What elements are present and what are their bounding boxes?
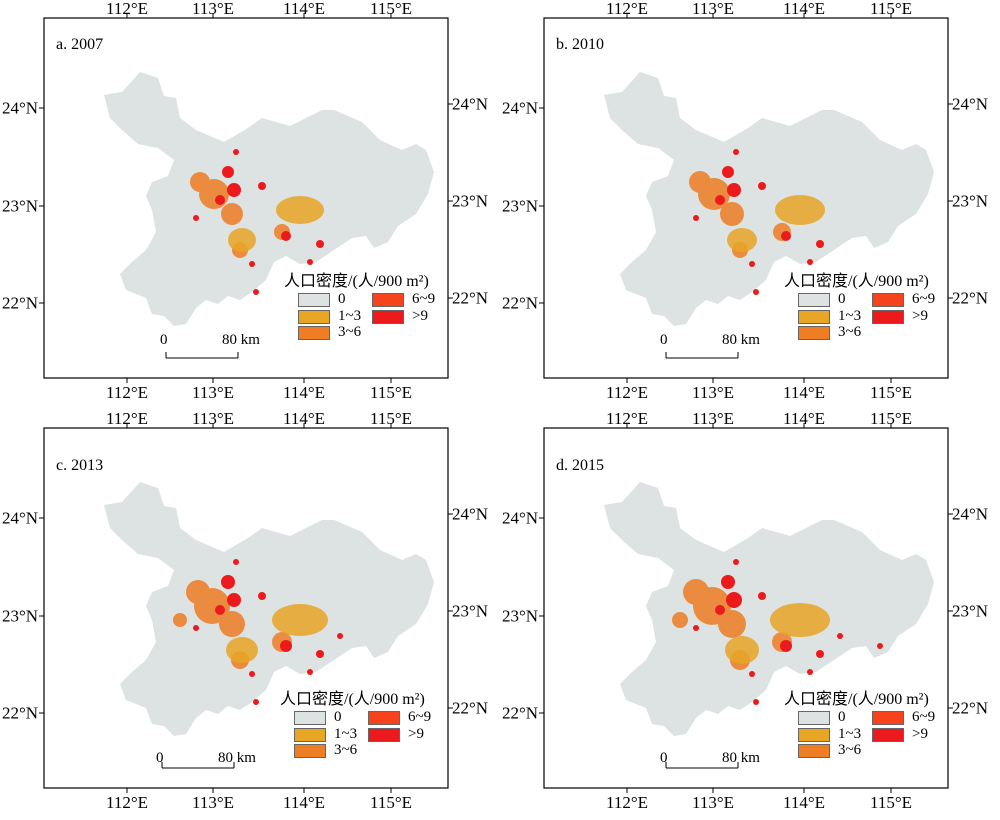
lat-label-right: 22°N (952, 698, 989, 718)
map-panel-a: 112°E 113°E 114°E 115°E 112°E 113°E 114°… (0, 0, 500, 410)
lon-label-top: 114°E (782, 409, 826, 428)
lon-label-top: 114°E (282, 409, 326, 428)
panel-label: d. 2015 (556, 457, 604, 474)
lon-label-top: 112°E (605, 409, 649, 428)
land-region (604, 482, 934, 736)
scale-bar-start: 0 (660, 332, 668, 348)
density-red (193, 149, 324, 295)
lat-label-left: 24°N (502, 508, 539, 528)
lon-label-bottom: 112°E (605, 793, 649, 812)
density-yellow (226, 604, 328, 663)
scale-bar-start: 0 (160, 332, 168, 348)
lat-label-right: 23°N (452, 601, 489, 621)
lon-label-bottom: 115°E (369, 793, 413, 812)
lon-label-bottom: 113°E (191, 793, 235, 812)
panel-label: a. 2007 (56, 36, 104, 53)
lon-label-top: 113°E (691, 409, 735, 428)
legend-title: 人口密度/(人/900 m²) (784, 691, 929, 708)
lat-label-left: 22°N (502, 703, 539, 723)
lat-label-right: 24°N (952, 504, 989, 524)
lat-label-left: 23°N (502, 606, 539, 626)
density-yellow (727, 195, 825, 252)
lat-label-right: 22°N (452, 698, 489, 718)
lat-label-right: 24°N (452, 504, 489, 524)
legend-title: 人口密度/(人/900 m²) (280, 691, 425, 708)
lon-label-top: 115°E (369, 0, 413, 18)
density-yellow (725, 603, 830, 664)
lon-label-top: 115°E (869, 0, 913, 18)
panel-label: c. 2013 (56, 457, 104, 474)
lon-label-top: 112°E (105, 409, 149, 428)
lat-label-left: 24°N (2, 98, 39, 118)
panel-label: b. 2010 (556, 36, 604, 53)
bottom-ticks (126, 378, 392, 383)
lon-label-top: 114°E (282, 0, 326, 18)
lon-label-top: 113°E (191, 409, 235, 428)
lon-label-top: 115°E (869, 409, 913, 428)
lon-label-bottom: 113°E (691, 383, 735, 402)
lon-label-top: 115°E (369, 409, 413, 428)
lat-label-left: 22°N (2, 293, 39, 313)
lon-label-bottom: 114°E (282, 793, 326, 812)
lon-label-top: 112°E (105, 0, 149, 18)
lat-label-right: 23°N (952, 601, 989, 621)
lon-label-bottom: 113°E (691, 793, 735, 812)
lon-label-bottom: 115°E (369, 383, 413, 402)
scale-bar-start: 0 (660, 750, 668, 766)
map-canvas (539, 13, 953, 383)
top-ticks (126, 13, 392, 18)
lon-label-top: 112°E (605, 0, 649, 18)
lon-label-bottom: 112°E (605, 383, 649, 402)
scale-bar-end: 80 km (218, 750, 256, 766)
map-panel-d: 112°E 113°E 114°E 115°E 112°E 113°E 114°… (500, 410, 1000, 820)
lon-label-bottom: 115°E (869, 383, 913, 402)
lat-label-left: 23°N (2, 196, 39, 216)
lat-label-left: 23°N (502, 196, 539, 216)
lat-label-right: 22°N (452, 288, 489, 308)
left-ticks (39, 107, 44, 304)
legend-title: 人口密度/(人/900 m²) (284, 273, 429, 290)
lon-label-bottom: 114°E (782, 793, 826, 812)
lat-label-left: 22°N (502, 293, 539, 313)
lat-label-left: 24°N (2, 508, 39, 528)
lon-label-bottom: 114°E (282, 383, 326, 402)
map-panel-c: 112°E 113°E 114°E 115°E 112°E 113°E 114°… (0, 410, 500, 820)
lat-label-right: 23°N (952, 191, 989, 211)
scale-bar-end: 80 km (222, 332, 260, 348)
lon-label-bottom: 113°E (191, 383, 235, 402)
scale-bar-end: 80 km (722, 332, 760, 348)
lat-label-left: 24°N (502, 98, 539, 118)
map-canvas (39, 13, 453, 383)
scale-bar-start: 0 (156, 750, 164, 766)
lat-label-left: 23°N (2, 606, 39, 626)
lat-label-right: 22°N (952, 288, 989, 308)
lat-label-right: 23°N (452, 191, 489, 211)
lon-label-bottom: 115°E (869, 793, 913, 812)
scale-bar-end: 80 km (722, 750, 760, 766)
lat-label-right: 24°N (452, 94, 489, 114)
lon-label-bottom: 112°E (105, 383, 149, 402)
density-yellow (228, 196, 324, 252)
lon-label-top: 113°E (691, 0, 735, 18)
lat-label-right: 24°N (952, 94, 989, 114)
map-canvas (39, 423, 453, 793)
map-canvas (539, 423, 953, 793)
density-red (193, 559, 343, 705)
density-red (693, 149, 824, 295)
map-panel-b: 112°E 113°E 114°E 115°E 112°E 113°E 114°… (500, 0, 1000, 410)
land-region (104, 72, 434, 326)
lat-label-left: 22°N (2, 703, 39, 723)
lon-label-top: 114°E (782, 0, 826, 18)
density-orange (689, 171, 791, 258)
lon-label-bottom: 112°E (105, 793, 149, 812)
density-red (693, 559, 883, 705)
land-region (604, 72, 934, 326)
lon-label-bottom: 114°E (782, 383, 826, 402)
legend-title: 人口密度/(人/900 m²) (784, 273, 929, 290)
right-ticks (448, 103, 453, 299)
lon-label-top: 113°E (191, 0, 235, 18)
land-region (104, 482, 434, 736)
